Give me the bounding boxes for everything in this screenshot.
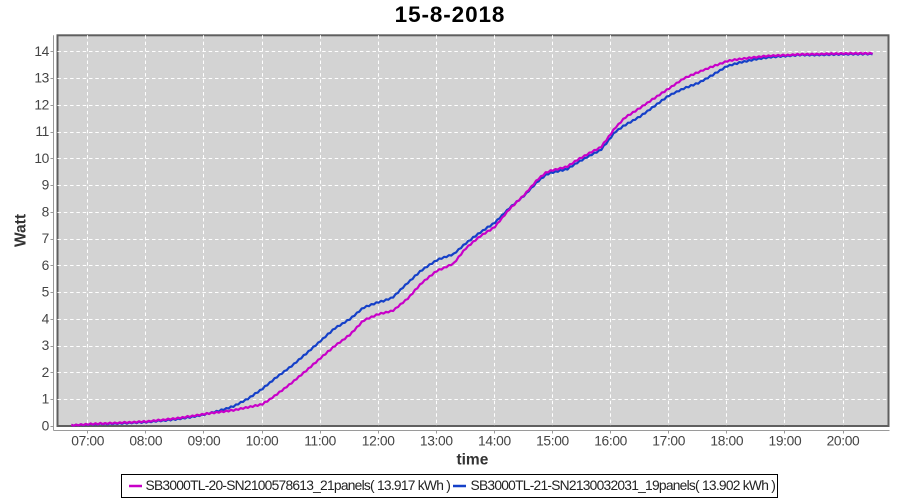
svg-text:0: 0 (42, 419, 50, 434)
svg-text:11:00: 11:00 (304, 434, 336, 449)
svg-text:14: 14 (34, 44, 49, 59)
svg-text:8: 8 (42, 204, 50, 219)
svg-text:4: 4 (42, 312, 50, 327)
svg-text:6: 6 (42, 258, 50, 273)
svg-text:1: 1 (42, 392, 49, 407)
svg-text:18:00: 18:00 (710, 434, 743, 449)
svg-text:2: 2 (42, 365, 49, 380)
svg-text:SB3000TL-21-SN2130032031_19pan: SB3000TL-21-SN2130032031_19panels( 13.90… (471, 478, 776, 493)
svg-text:Watt: Watt (13, 214, 30, 247)
svg-text:08:00: 08:00 (129, 434, 162, 449)
svg-text:07:00: 07:00 (71, 434, 104, 449)
svg-text:12: 12 (34, 97, 49, 112)
svg-text:20:00: 20:00 (827, 434, 860, 449)
svg-text:14:00: 14:00 (478, 434, 511, 449)
svg-text:9: 9 (42, 178, 50, 193)
svg-text:time: time (456, 452, 488, 469)
svg-text:SB3000TL-20-SN2100578613_21pan: SB3000TL-20-SN2100578613_21panels( 13.91… (146, 478, 451, 493)
svg-text:13: 13 (34, 71, 49, 86)
svg-text:13:00: 13:00 (420, 434, 453, 449)
svg-text:15:00: 15:00 (536, 434, 569, 449)
svg-text:3: 3 (42, 338, 50, 353)
svg-text:10: 10 (34, 151, 49, 166)
svg-text:17:00: 17:00 (652, 434, 685, 449)
svg-text:11: 11 (35, 124, 49, 139)
svg-text:12:00: 12:00 (362, 434, 395, 449)
svg-text:09:00: 09:00 (188, 434, 221, 449)
svg-text:5: 5 (42, 285, 50, 300)
svg-text:10:00: 10:00 (246, 434, 279, 449)
svg-text:15-8-2018: 15-8-2018 (395, 2, 506, 27)
svg-text:7: 7 (42, 231, 49, 246)
svg-text:19:00: 19:00 (769, 434, 802, 449)
svg-text:16:00: 16:00 (594, 434, 627, 449)
